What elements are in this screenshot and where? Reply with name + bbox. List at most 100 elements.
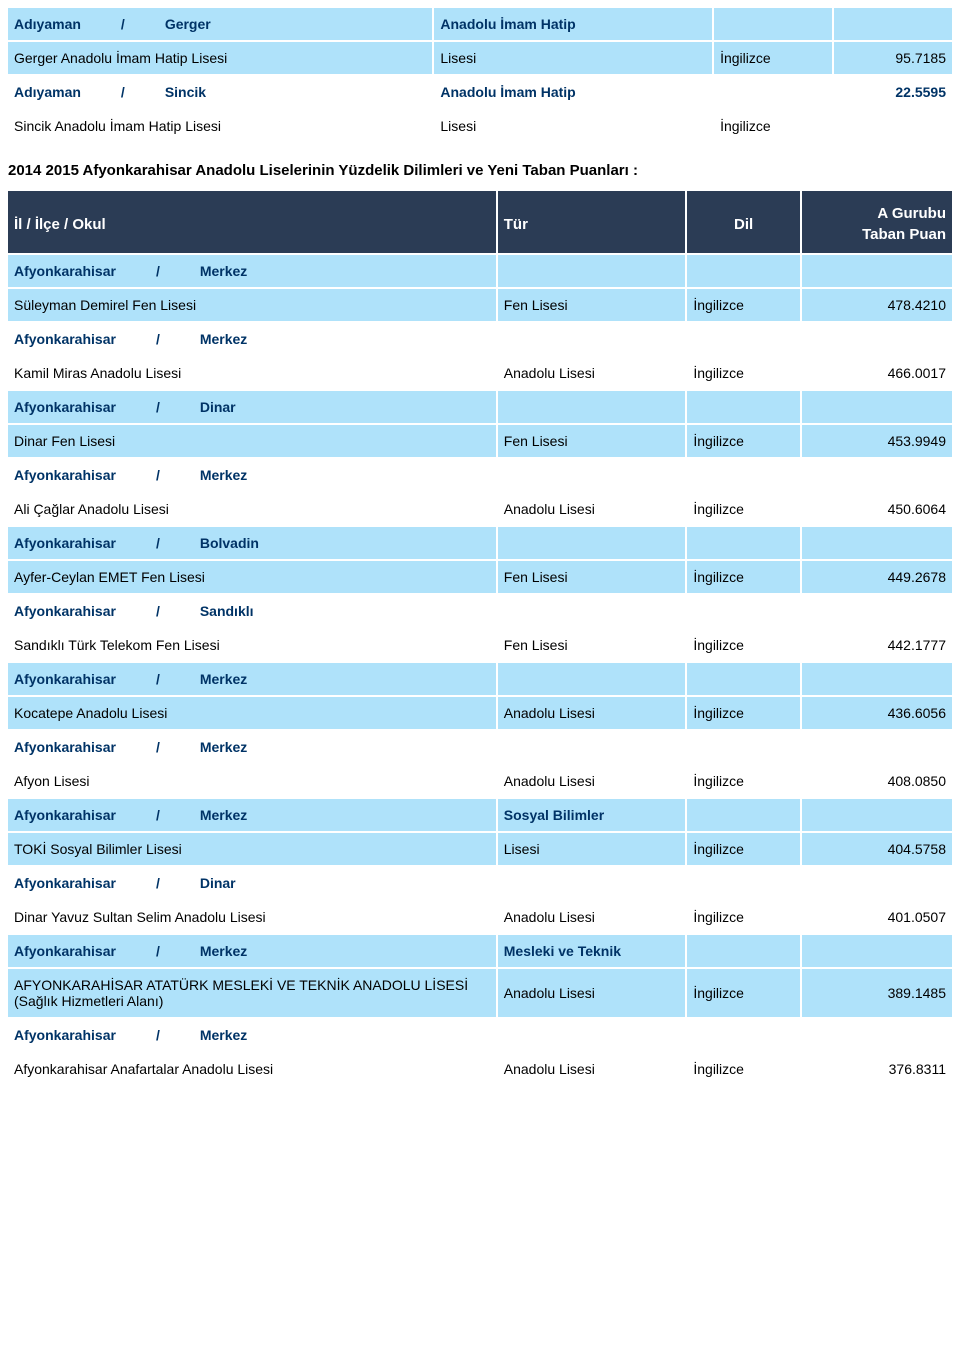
dil-loc-cell <box>687 1019 800 1051</box>
school-row: Ayfer-Ceylan EMET Fen LisesiFen Lisesiİn… <box>8 561 952 593</box>
school-row: Afyonkarahisar Anafartalar Anadolu Lises… <box>8 1053 952 1085</box>
tur-loc-cell <box>498 731 686 763</box>
slash-separator: / <box>116 603 200 619</box>
slash-separator: / <box>116 739 200 755</box>
il-label: Afyonkarahisar <box>14 739 116 755</box>
il-label: Adıyaman <box>14 84 81 100</box>
dil-loc-cell <box>687 255 800 287</box>
school-row: Kamil Miras Anadolu LisesiAnadolu Lisesi… <box>8 357 952 389</box>
ilce-label: Merkez <box>200 739 247 755</box>
school-row: Sandıklı Türk Telekom Fen LisesiFen Lise… <box>8 629 952 661</box>
il-label: Afyonkarahisar <box>14 399 116 415</box>
dil-loc-cell <box>687 935 800 967</box>
dil-cell: İngilizce <box>687 969 800 1017</box>
school-row: Ali Çağlar Anadolu LisesiAnadolu Lisesiİ… <box>8 493 952 525</box>
tur-loc-cell <box>498 323 686 355</box>
il-label: Afyonkarahisar <box>14 943 116 959</box>
location-cell: Afyonkarahisar/Merkez <box>8 935 496 967</box>
tur-loc-cell <box>498 1019 686 1051</box>
school-row: Sincik Anadolu İmam Hatip LisesiLisesiİn… <box>8 110 952 142</box>
slash-separator: / <box>116 467 200 483</box>
location-row: Afyonkarahisar/Merkez <box>8 255 952 287</box>
puan-loc-cell <box>802 935 952 967</box>
location-row: Afyonkarahisar/Sandıklı <box>8 595 952 627</box>
puan-cell: 404.5758 <box>802 833 952 865</box>
col-dil: Dil <box>687 191 800 253</box>
dil-cell: İngilizce <box>687 901 800 933</box>
pre-table: Adıyaman/GergerAnadolu İmam HatipGerger … <box>6 6 954 144</box>
school-row: Afyon LisesiAnadolu Lisesiİngilizce408.0… <box>8 765 952 797</box>
puan-cell: 95.7185 <box>834 42 952 74</box>
slash-separator: / <box>116 807 200 823</box>
tur-cell: Anadolu Lisesi <box>498 697 686 729</box>
puan-cell: 466.0017 <box>802 357 952 389</box>
puan-loc-cell <box>802 731 952 763</box>
puan-cell: 449.2678 <box>802 561 952 593</box>
il-label: Afyonkarahisar <box>14 671 116 687</box>
school-name: TOKİ Sosyal Bilimler Lisesi <box>8 833 496 865</box>
location-cell: Afyonkarahisar/Merkez <box>8 799 496 831</box>
school-name: Ali Çağlar Anadolu Lisesi <box>8 493 496 525</box>
schools-table: İl / İlçe / Okul Tür Dil A Gurubu Taban … <box>6 189 954 1087</box>
ilce-label: Bolvadin <box>200 535 259 551</box>
location-cell: Afyonkarahisar/Merkez <box>8 663 496 695</box>
il-label: Afyonkarahisar <box>14 535 116 551</box>
school-name: Kamil Miras Anadolu Lisesi <box>8 357 496 389</box>
tur-cell: Fen Lisesi <box>498 561 686 593</box>
ilce-label: Sandıklı <box>200 603 254 619</box>
location-cell: Adıyaman/Sincik <box>8 76 432 108</box>
il-label: Adıyaman <box>14 16 81 32</box>
location-cell: Afyonkarahisar/Merkez <box>8 459 496 491</box>
slash-separator: / <box>116 943 200 959</box>
dil-cell: İngilizce <box>687 493 800 525</box>
ilce-label: Sincik <box>165 84 206 100</box>
puan-cell: 478.4210 <box>802 289 952 321</box>
il-label: Afyonkarahisar <box>14 807 116 823</box>
location-cell: Afyonkarahisar/Dinar <box>8 391 496 423</box>
tur-loc-cell <box>498 459 686 491</box>
location-row: Afyonkarahisar/Merkez <box>8 663 952 695</box>
location-row: Afyonkarahisar/Dinar <box>8 391 952 423</box>
puan-loc-cell <box>802 459 952 491</box>
location-row: Afyonkarahisar/Merkez <box>8 731 952 763</box>
dil-loc-cell <box>687 459 800 491</box>
location-row: Adıyaman/Gerger Anadolu İmam Hatip <box>8 8 952 40</box>
puan-cell: 450.6064 <box>802 493 952 525</box>
puan-loc-cell <box>834 8 952 40</box>
tur-loc-cell: Anadolu İmam Hatip <box>434 8 712 40</box>
tur-loc-cell <box>498 391 686 423</box>
col-tur: Tür <box>498 191 686 253</box>
il-label: Afyonkarahisar <box>14 875 116 891</box>
slash-separator: / <box>116 399 200 415</box>
location-row: Afyonkarahisar/Merkez <box>8 459 952 491</box>
location-row: Afyonkarahisar/MerkezSosyal Bilimler <box>8 799 952 831</box>
tur-cell: Anadolu Lisesi <box>498 969 686 1017</box>
school-name: AFYONKARAHİSAR ATATÜRK MESLEKİ VE TEKNİK… <box>8 969 496 1017</box>
dil-loc-cell <box>687 663 800 695</box>
il-label: Afyonkarahisar <box>14 331 116 347</box>
location-cell: Afyonkarahisar/Bolvadin <box>8 527 496 559</box>
dil-cell: İngilizce <box>687 289 800 321</box>
location-row: Afyonkarahisar/Merkez <box>8 323 952 355</box>
tur-cell: Fen Lisesi <box>498 629 686 661</box>
ilce-label: Merkez <box>200 807 247 823</box>
puan-loc-cell <box>802 255 952 287</box>
school-row: TOKİ Sosyal Bilimler LisesiLisesiİngiliz… <box>8 833 952 865</box>
slash-separator: / <box>81 84 165 100</box>
dil-loc-cell <box>714 76 832 108</box>
puan-loc-cell <box>802 527 952 559</box>
location-cell: Afyonkarahisar/Sandıklı <box>8 595 496 627</box>
il-label: Afyonkarahisar <box>14 603 116 619</box>
tur-cell: Lisesi <box>434 42 712 74</box>
dil-cell: İngilizce <box>687 629 800 661</box>
location-row: Afyonkarahisar/MerkezMesleki ve Teknik <box>8 935 952 967</box>
tur-cell: Anadolu Lisesi <box>498 765 686 797</box>
ilce-label: Gerger <box>165 16 211 32</box>
tur-loc-cell <box>498 663 686 695</box>
puan-cell: 442.1777 <box>802 629 952 661</box>
dil-loc-cell <box>687 323 800 355</box>
puan-loc-cell <box>802 391 952 423</box>
slash-separator: / <box>81 16 165 32</box>
slash-separator: / <box>116 263 200 279</box>
dil-cell: İngilizce <box>687 357 800 389</box>
